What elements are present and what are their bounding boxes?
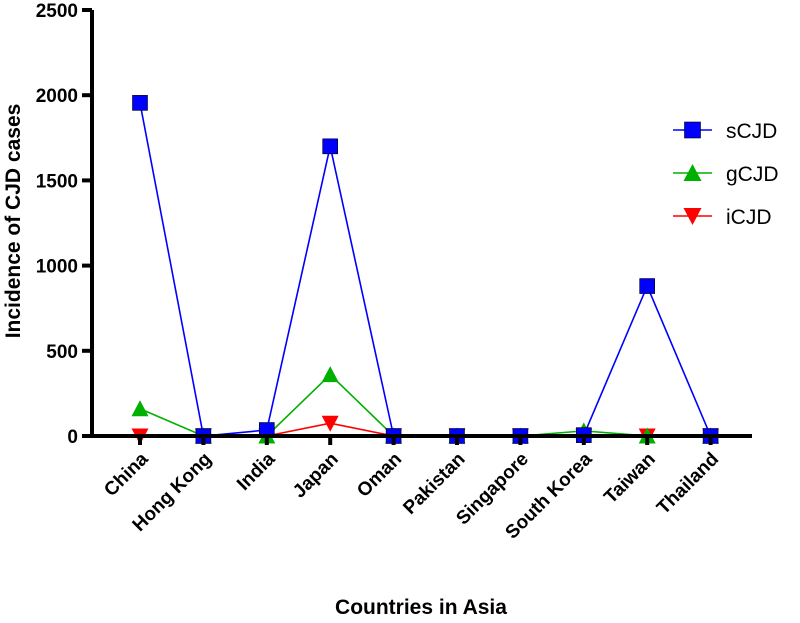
y-axis-title: Incidence of CJD cases [2,104,25,339]
y-tick-label: 1500 [36,171,78,192]
y-tick-label: 500 [46,342,78,363]
y-tick-label: 0 [67,427,78,448]
data-point [321,366,339,383]
data-point [321,415,339,432]
legend-label: iCJD [726,206,772,229]
legend-marker [683,208,702,225]
legend-marker [684,121,701,139]
data-point [322,138,339,155]
legend-label: sCJD [726,120,777,143]
x-tick-label: China [100,448,152,500]
y-tick-label: 1000 [36,257,78,278]
data-point [132,95,148,111]
x-tick-label: Taiwan [600,449,659,508]
y-tick-label: 2000 [36,86,78,107]
series-line [139,102,712,437]
series-lines [139,102,712,437]
y-axis-ticks: 0 500 1000 1500 2000 2500 [36,1,92,448]
x-tick-label: Thailand [653,449,723,519]
x-tick-label: Japan [289,449,343,503]
y-tick-label: 2500 [36,1,78,22]
series-markers [131,95,720,445]
legend: sCJD gCJD iCJD [673,120,779,229]
data-point [131,400,149,417]
data-point [639,278,656,294]
series-line [139,373,711,437]
x-axis-title: Countries in Asia [335,596,507,619]
legend-label: gCJD [726,163,779,186]
x-tick-label: Oman [353,449,406,502]
legend-marker [683,164,702,181]
x-tick-label: India [233,448,280,495]
